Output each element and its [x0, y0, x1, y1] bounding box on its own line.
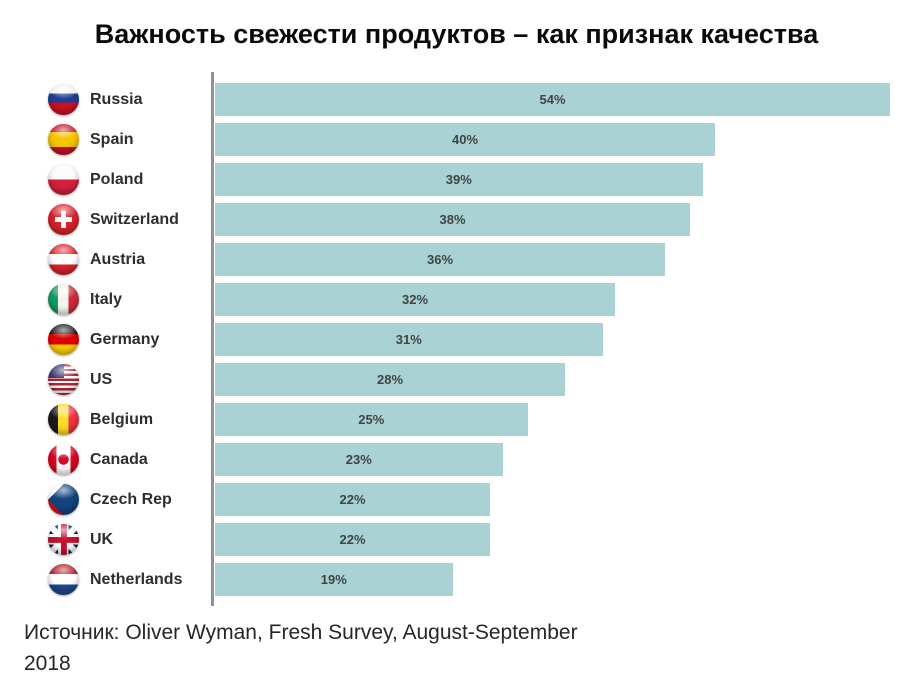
bar-austria: 36% [215, 243, 665, 276]
chart-row: Canada 23% [0, 440, 913, 480]
chart-row: UK 22% [0, 520, 913, 560]
flag-uk-icon [48, 524, 79, 555]
chart-row: Czech Rep 22% [0, 480, 913, 520]
chart-row: Spain 40% [0, 120, 913, 160]
country-label: Italy [90, 291, 123, 308]
country-label: Czech Rep [90, 491, 172, 508]
source-line-1: Источник: Oliver Wyman, Fresh Survey, Au… [24, 621, 578, 644]
chart-rows: Russia 54% Spain 40% Poland 39% Switzerland 38%… [0, 80, 913, 600]
flag-russia-icon [48, 84, 79, 115]
chart-row: Austria 36% [0, 240, 913, 280]
chart-row: US 28% [0, 360, 913, 400]
bar-value-label: 22% [339, 532, 366, 547]
bar-chart: Russia 54% Spain 40% Poland 39% Switzerland 38%… [0, 72, 913, 606]
bar-canada: 23% [215, 443, 503, 476]
country-label: Belgium [90, 411, 154, 428]
flag-netherlands-icon [48, 564, 79, 595]
bar-value-label: 25% [358, 412, 385, 427]
bar-value-label: 22% [339, 492, 366, 507]
chart-row: Belgium 25% [0, 400, 913, 440]
bar-value-label: 19% [320, 572, 347, 587]
bar-russia: 54% [215, 83, 890, 116]
chart-row: Switzerland 38% [0, 200, 913, 240]
flag-spain-icon [48, 124, 79, 155]
flag-czech-icon [48, 484, 79, 515]
chart-row: Russia 54% [0, 80, 913, 120]
country-label: Poland [90, 171, 144, 188]
country-label: Spain [90, 131, 134, 148]
y-axis-line [211, 72, 214, 606]
bar-germany: 31% [215, 323, 603, 356]
bar-belgium: 25% [215, 403, 528, 436]
country-label: US [90, 371, 113, 388]
bar-value-label: 36% [426, 252, 454, 267]
bar-uk: 22% [215, 523, 490, 556]
bar-value-label: 38% [439, 212, 466, 227]
source-note: Источник: Oliver Wyman, Fresh Survey, Au… [24, 617, 578, 679]
bar-value-label: 54% [539, 92, 566, 107]
bar-czech-rep: 22% [215, 483, 490, 516]
chart-row: Italy 32% [0, 280, 913, 320]
chart-title: Важность свежести продуктов – как призна… [94, 19, 819, 49]
bar-switzerland: 38% [215, 203, 690, 236]
bar-poland: 39% [215, 163, 703, 196]
flag-us-icon [48, 364, 79, 395]
flag-poland-icon [48, 164, 79, 195]
flag-switzerland-icon [48, 204, 79, 235]
bar-value-label: 31% [395, 332, 422, 347]
bar-spain: 40% [215, 123, 715, 156]
bar-us: 28% [215, 363, 565, 396]
bar-value-label: 28% [376, 372, 404, 387]
country-label: Austria [90, 251, 146, 268]
flag-italy-icon [48, 284, 79, 315]
bar-italy: 32% [215, 283, 615, 316]
bar-value-label: 23% [345, 452, 372, 467]
flag-canada-icon [48, 444, 79, 475]
country-label: Germany [90, 331, 160, 348]
bar-value-label: 32% [401, 292, 429, 307]
bar-netherlands: 19% [215, 563, 453, 596]
flag-germany-icon [48, 324, 79, 355]
country-label: Netherlands [90, 571, 183, 588]
chart-row: Poland 39% [0, 160, 913, 200]
country-label: UK [90, 531, 114, 548]
country-label: Canada [90, 451, 148, 468]
country-label: Russia [90, 91, 143, 108]
flag-austria-icon [48, 244, 79, 275]
chart-row: Netherlands 19% [0, 560, 913, 600]
chart-row: Germany 31% [0, 320, 913, 360]
country-label: Switzerland [90, 211, 179, 228]
bar-value-label: 39% [445, 172, 472, 187]
bar-value-label: 40% [451, 132, 479, 147]
source-line-2: 2018 [24, 652, 71, 675]
flag-belgium-icon [48, 404, 79, 435]
